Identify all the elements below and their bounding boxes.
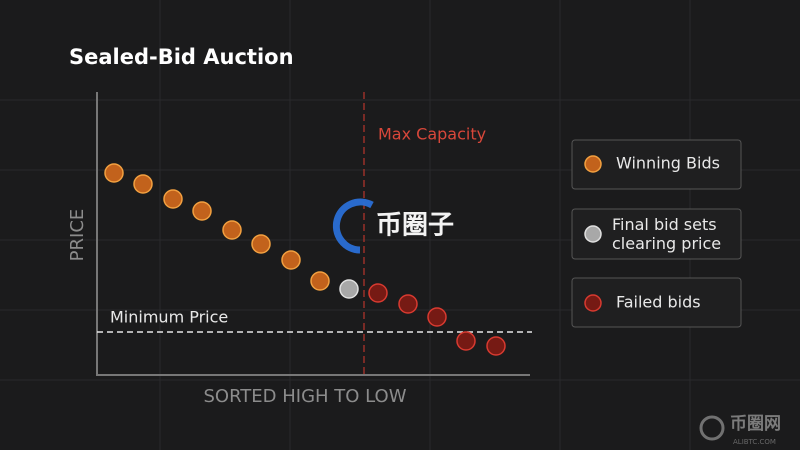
legend-label: Failed bids (616, 293, 701, 312)
winning-bid (104, 163, 124, 183)
winning-bid (192, 201, 212, 221)
failed-bid (427, 307, 447, 327)
x-axis-label: SORTED HIGH TO LOW (203, 386, 406, 407)
legend-marker (584, 225, 602, 243)
watermark-subtext: ALIBTC.COM (733, 438, 776, 446)
minimum-price-label: Minimum Price (110, 308, 228, 327)
failed-bid (456, 331, 476, 351)
failed-bid (398, 294, 418, 314)
watermark-text: 币圈子 (376, 211, 454, 241)
winning-bid (251, 234, 271, 254)
watermark-logo (699, 415, 725, 441)
winning-bid (163, 189, 183, 209)
legend-marker (584, 155, 602, 173)
legend-box (571, 277, 742, 328)
winning-bid (281, 250, 301, 270)
winning-bid (133, 174, 153, 194)
legend-label: Final bid sets clearing price (612, 215, 722, 253)
center-watermark: 币圈子 (332, 198, 454, 254)
max-capacity-label: Max Capacity (378, 125, 486, 144)
legend-marker (584, 294, 602, 312)
winning-bid (310, 271, 330, 291)
y-axis-label: PRICE (67, 209, 88, 262)
corner-watermark: 币圈网 ALIBTC.COM (699, 414, 781, 446)
clearing-bid (339, 279, 359, 299)
watermark-text: 币圈网 (730, 414, 781, 434)
title: Sealed-Bid Auction (69, 45, 294, 69)
legend-label-wrap: Final bid sets clearing price (612, 215, 722, 253)
winning-bid (222, 220, 242, 240)
failed-bid (486, 336, 506, 356)
legend-box (571, 139, 742, 190)
legend: Winning Bids Final bid sets clearing pri… (571, 139, 742, 328)
watermark-logo (332, 198, 374, 254)
legend-box (571, 208, 742, 260)
failed-bid (368, 283, 388, 303)
bids (104, 163, 506, 356)
legend-label: Winning Bids (616, 154, 720, 173)
